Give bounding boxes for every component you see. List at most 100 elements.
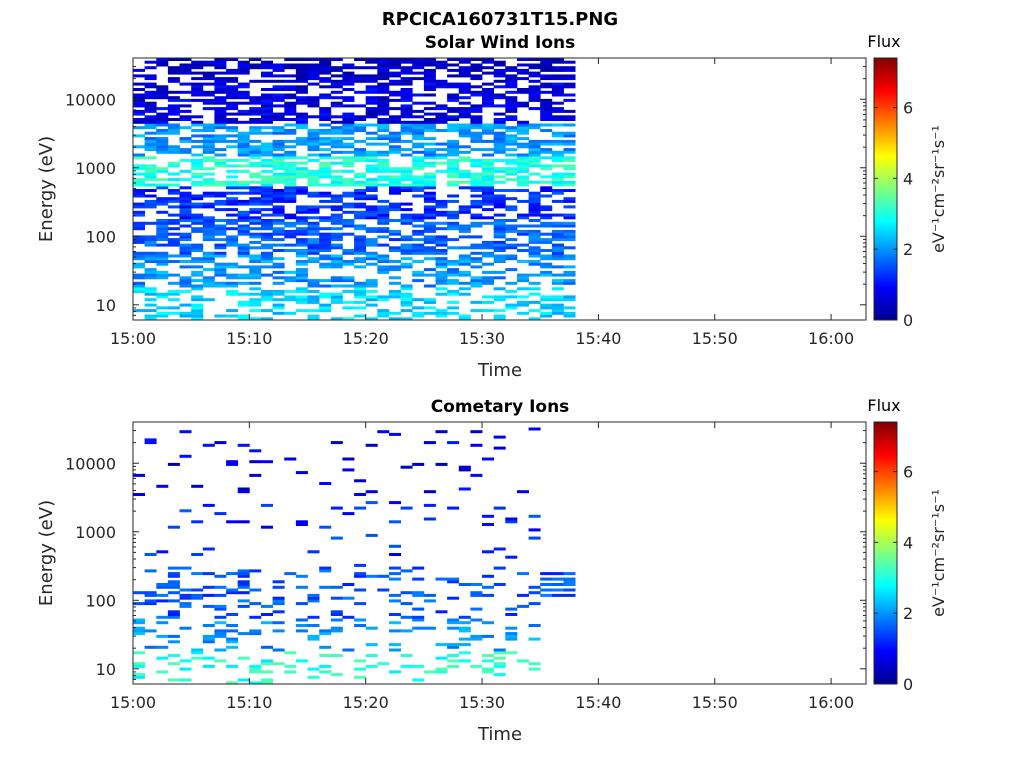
flux-cell xyxy=(249,281,262,285)
flux-cell xyxy=(563,216,576,220)
flux-cell xyxy=(423,178,436,182)
flux-cell xyxy=(202,634,215,638)
flux-cell xyxy=(272,227,285,231)
flux-cell xyxy=(319,303,332,307)
flux-cell xyxy=(493,197,506,201)
flux-cell xyxy=(354,202,367,206)
flux-cell xyxy=(167,292,180,296)
flux-cell xyxy=(377,314,390,318)
flux-cell xyxy=(167,462,180,466)
flux-cell xyxy=(156,295,169,299)
flux-cell xyxy=(319,131,332,135)
flux-cell xyxy=(389,63,401,67)
flux-cell xyxy=(237,303,250,307)
flux-cell xyxy=(365,284,378,288)
flux-cell xyxy=(505,85,518,89)
flux-cell xyxy=(295,77,308,81)
flux-cell xyxy=(133,651,145,655)
flux-cell xyxy=(423,58,436,61)
flux-cell xyxy=(156,139,169,143)
flux-cell xyxy=(167,123,180,127)
flux-cell xyxy=(191,284,204,288)
flux-cell xyxy=(458,134,471,138)
flux-cell xyxy=(214,262,227,266)
flux-cell xyxy=(447,58,460,61)
flux-cell xyxy=(191,183,204,187)
flux-cell xyxy=(261,101,273,105)
flux-cell xyxy=(517,287,529,291)
flux-cell xyxy=(551,85,564,89)
flux-cell xyxy=(482,175,494,179)
flux-cell xyxy=(272,257,285,261)
flux-cell xyxy=(377,120,390,124)
flux-cell xyxy=(342,262,355,266)
flux-cell xyxy=(237,180,250,184)
flux-cell xyxy=(284,249,297,252)
flux-cell xyxy=(482,129,494,132)
flux-cell xyxy=(179,208,192,212)
flux-cell xyxy=(365,194,378,198)
flux-cell xyxy=(261,295,273,299)
flux-cell xyxy=(470,175,483,179)
flux-cell xyxy=(505,205,518,209)
flux-cell xyxy=(400,172,413,176)
flux-cell xyxy=(179,98,192,102)
flux-cell xyxy=(319,482,332,485)
flux-cell xyxy=(191,295,204,299)
flux-cell xyxy=(261,199,273,203)
flux-cell xyxy=(551,279,564,283)
flux-cell xyxy=(551,118,564,121)
flux-cell xyxy=(505,148,518,152)
flux-cell xyxy=(482,270,494,274)
flux-cell xyxy=(447,260,460,263)
flux-cell xyxy=(202,63,215,67)
flux-cell xyxy=(493,583,506,586)
flux-cell xyxy=(295,273,308,277)
flux-cell xyxy=(377,137,390,141)
flux-cell xyxy=(470,260,483,263)
flux-cell xyxy=(133,240,145,244)
flux-cell xyxy=(354,150,367,154)
x-tick-label: 15:50 xyxy=(692,693,738,712)
flux-cell xyxy=(493,221,506,225)
flux-cell xyxy=(156,183,169,187)
flux-cell xyxy=(202,156,215,160)
flux-cell xyxy=(261,298,273,302)
flux-cell xyxy=(482,167,494,171)
flux-cell xyxy=(528,262,541,266)
flux-cell xyxy=(167,591,180,595)
flux-cell xyxy=(179,314,192,318)
flux-cell xyxy=(167,71,180,75)
flux-cell xyxy=(226,164,239,168)
flux-cell xyxy=(377,229,390,233)
flux-cell xyxy=(493,287,506,291)
flux-cell xyxy=(272,306,285,310)
flux-cell xyxy=(307,596,320,600)
flux-cell xyxy=(284,79,297,83)
flux-cell xyxy=(167,145,180,149)
flux-cell xyxy=(400,153,413,157)
flux-cell xyxy=(528,58,541,61)
flux-cell xyxy=(423,77,436,81)
flux-cell xyxy=(470,85,483,89)
flux-cell xyxy=(528,637,541,641)
flux-cell xyxy=(389,169,401,173)
flux-cell xyxy=(295,156,308,160)
flux-cell xyxy=(284,572,297,576)
flux-cell xyxy=(191,270,204,274)
flux-cell xyxy=(435,260,448,263)
flux-cell xyxy=(307,216,320,220)
flux-cell xyxy=(563,314,576,318)
flux-cell xyxy=(249,216,262,220)
flux-cell xyxy=(493,232,506,236)
flux-cell xyxy=(167,189,180,192)
flux-cell xyxy=(284,270,297,274)
flux-cell xyxy=(505,118,518,121)
flux-cell xyxy=(307,290,320,293)
flux-cell xyxy=(307,131,320,135)
flux-cell xyxy=(435,238,448,242)
y-tick-label: 1000 xyxy=(75,159,116,178)
flux-cell xyxy=(517,145,529,149)
flux-cell xyxy=(435,221,448,225)
flux-cell xyxy=(295,254,308,258)
